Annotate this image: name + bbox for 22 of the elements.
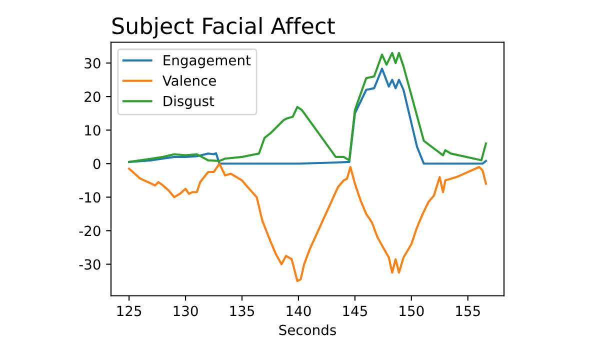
x-tick-label: 140 [286,306,311,316]
line-series [128,68,487,165]
x-tick-label: 130 [174,306,198,316]
chart-title: Subject Facial Affect [112,17,335,39]
y-tick-label: -20 [79,226,100,236]
y-tick-label: 30 [84,58,100,69]
line-series [128,162,487,282]
x-tick-label: 155 [456,306,480,316]
legend-label: Disgust [164,96,214,109]
y-tick-label: 20 [84,92,100,102]
y-tick-label: -10 [79,192,100,203]
line-series [128,52,487,164]
x-tick-label: 150 [400,306,424,316]
legend-label: Valence [162,75,216,86]
x-tick-label: 135 [230,306,254,316]
x-tick-label: 145 [343,306,367,316]
legend-label: Engagement [164,55,251,68]
y-tick-label: 10 [85,125,100,136]
y-tick-label: -30 [79,259,100,270]
x-axis-title: Seconds [279,324,336,336]
x-tick-label: 125 [117,306,142,316]
y-tick-label: 0 [93,158,100,170]
